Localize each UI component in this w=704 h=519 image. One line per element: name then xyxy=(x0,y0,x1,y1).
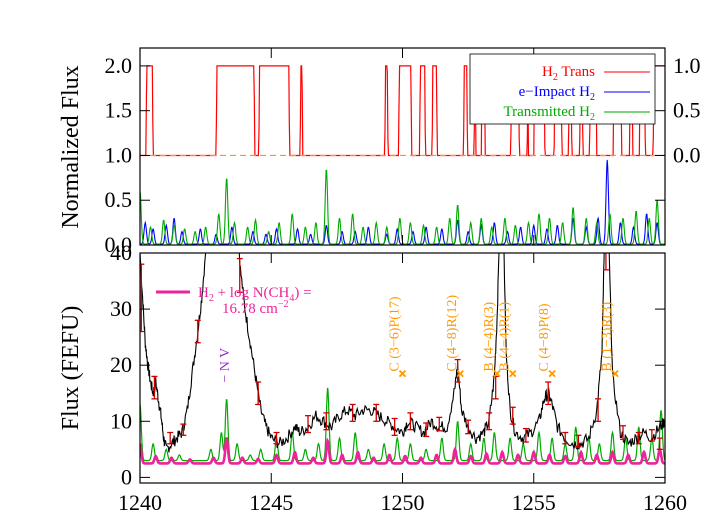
annotation-marker xyxy=(398,369,407,378)
top-ytick-label: 0.5 xyxy=(105,187,133,212)
top-ylabel: Normalized Flux xyxy=(58,65,84,228)
x-axis-tick-labels: 1240 1245 1250 1255 1260 xyxy=(118,490,687,515)
top-ytick-right-label: 1.0 xyxy=(673,53,701,78)
annotation-label: C (4−8)R(12) xyxy=(445,295,460,372)
observed-flux-line xyxy=(140,253,665,453)
top-ytick-right-label: 0.5 xyxy=(673,98,701,123)
bottom-ytick-label: 10 xyxy=(110,408,132,433)
annotation-label: B (1−3)R(3) xyxy=(600,302,615,372)
legend-label-h2-trans: H2 Trans xyxy=(542,64,595,83)
annotation-label: B (4−4)R(1) xyxy=(498,302,513,372)
annotation-label: B (4−4)R(3) xyxy=(482,302,497,372)
annotation-label: C (4−8)P(8) xyxy=(537,303,552,372)
top-panel: 0.0 0.5 1.0 1.5 2.0 0.0 0.5 1.0 Normalized Flux… xyxy=(58,47,701,257)
annotation-marker xyxy=(548,369,556,378)
bottom-panel: 0 10 20 30 40 − N V C (3−6)P(17) C (4−8)R(12) B… xyxy=(58,240,666,489)
bottom-ytick-label: 40 xyxy=(110,240,132,265)
top-legend: H2 Trans e−Impact H2 Transmitted H2 xyxy=(469,53,656,125)
legend-label-ch4-line2: 16.78 cm−2 xyxy=(222,299,288,317)
top-ticks-group: 0.0 0.5 1.0 1.5 2.0 0.0 0.5 1.0 xyxy=(105,48,701,257)
top-ytick-label: 1.5 xyxy=(105,98,133,123)
bottom-annotations-group: − N V C (3−6)P(17) C (4−8)R(12) B (4−4)R(3)… xyxy=(218,295,619,383)
bottom-ytick-label: 20 xyxy=(110,352,132,377)
xtick-label: 1260 xyxy=(643,490,687,515)
xtick-label: 1245 xyxy=(249,490,293,515)
top-ytick-label: 1.0 xyxy=(105,142,133,167)
top-ytick-label: 0.0 xyxy=(105,232,133,257)
bottom-ticks-group: 0 10 20 30 40 xyxy=(110,240,666,489)
annotation-label: C (3−6)P(17) xyxy=(388,296,403,372)
xtick-label: 1240 xyxy=(118,490,162,515)
nv-annotation-label: − N V xyxy=(218,348,233,383)
annotation-marker xyxy=(493,369,501,378)
bottom-ylabel: Flux (FEFU) xyxy=(58,306,84,431)
bottom-series-group xyxy=(140,253,665,465)
transmitted-h2-model-line xyxy=(140,387,665,462)
annotation-marker xyxy=(509,369,517,378)
annotation-marker xyxy=(456,369,464,378)
top-ytick-label: 2.0 xyxy=(105,53,133,78)
top-ytick-right-label: 0.0 xyxy=(673,142,701,167)
e-impact-h2-line xyxy=(140,159,665,245)
xtick-label: 1255 xyxy=(512,490,556,515)
legend-label-e-impact: e−Impact H2 xyxy=(519,84,595,103)
h2-ch4-model-line xyxy=(140,437,665,465)
legend-label-ch4-line1: H2 + log N(CH4) = xyxy=(198,285,312,304)
xtick-label: 1250 xyxy=(381,490,425,515)
bottom-ytick-label: 0 xyxy=(121,464,132,489)
annotation-marker xyxy=(611,369,619,378)
h2-transmission-line xyxy=(140,65,665,157)
bottom-ytick-label: 30 xyxy=(110,296,132,321)
legend-label-transmitted: Transmitted H2 xyxy=(503,104,595,123)
transmitted-h2-line xyxy=(140,169,665,245)
bottom-legend: H2 + log N(CH4) = 16.78 cm−2 xyxy=(156,285,312,317)
